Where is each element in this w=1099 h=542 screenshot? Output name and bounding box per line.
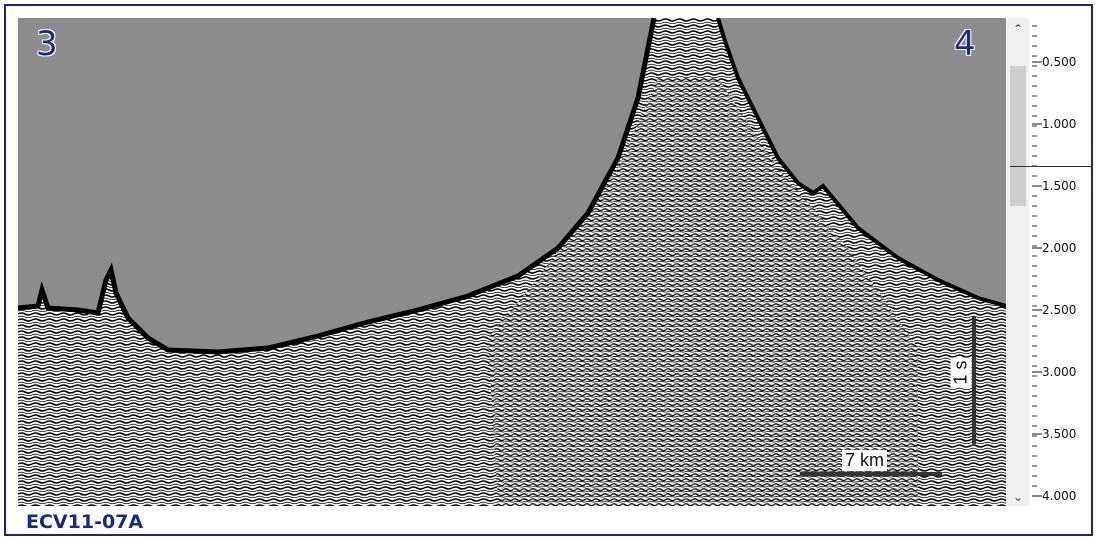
seismic-viewer-frame: 3 4 1 s 7 km ⌃ ⌄ 0.500 1.000 1.500 2.000 2.5… (4, 4, 1093, 536)
axis-tick-label: 0.500 (1042, 55, 1076, 69)
time-axis: 0.500 1.000 1.500 2.000 2.500 3.000 3.500 4.000 (1030, 18, 1090, 506)
chevron-up-icon[interactable]: ⌃ (1012, 22, 1024, 36)
profile-title: ECV11-07A (26, 511, 144, 533)
scrollbar-thumb[interactable] (1010, 66, 1026, 206)
axis-marker-line (1010, 166, 1091, 167)
footer-bar: ECV11-07A (18, 507, 1088, 534)
axis-tick-label: 4.000 (1042, 489, 1076, 503)
axis-tick-label: 2.000 (1042, 241, 1076, 255)
section-point-label-left: 3 (36, 24, 58, 64)
vertical-scale-bar (972, 316, 976, 444)
chevron-down-icon[interactable]: ⌄ (1012, 490, 1024, 504)
axis-tick-label: 2.500 (1042, 303, 1076, 317)
axis-tick-label: 1.000 (1042, 117, 1076, 131)
horizontal-scale-bar (800, 472, 942, 476)
axis-tick-label: 3.000 (1042, 365, 1076, 379)
seismic-section-image (18, 18, 1006, 506)
vertical-scale-label: 1 s (950, 357, 972, 388)
axis-tick-label: 1.500 (1042, 179, 1076, 193)
vertical-scrollbar[interactable]: ⌃ ⌄ (1007, 18, 1029, 506)
section-point-label-right: 4 (954, 24, 976, 64)
axis-tick-label: 3.500 (1042, 427, 1076, 441)
horizontal-scale-label: 7 km (842, 450, 888, 471)
